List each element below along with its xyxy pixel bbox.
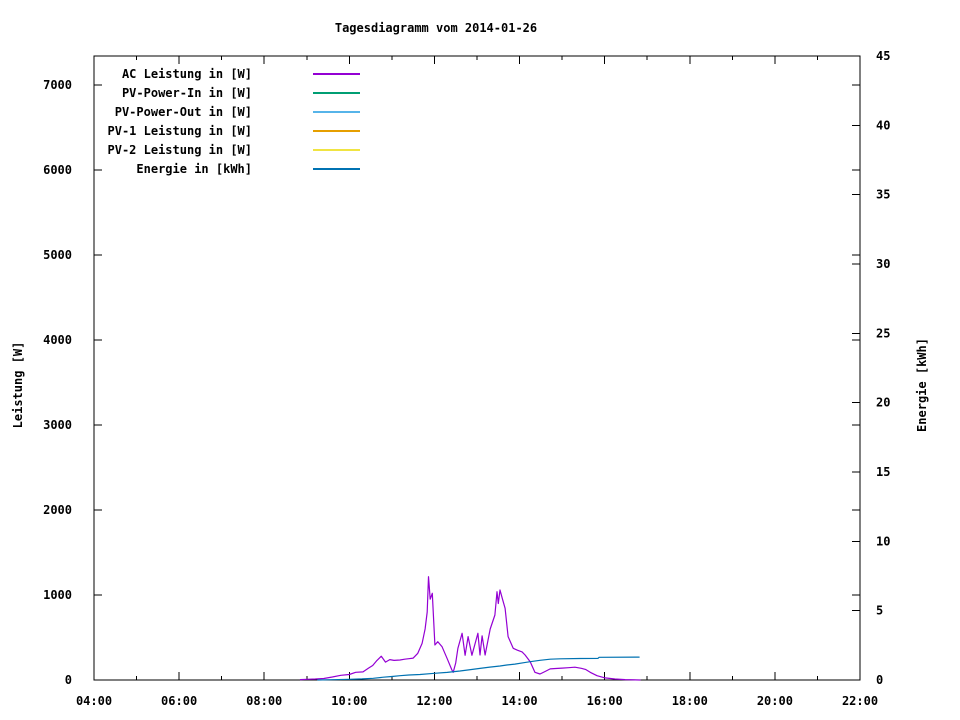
- y-axis-left: 0 1000 2000 3000 4000 5000 6000 7000: [43, 78, 860, 687]
- y-axis-label: Leistung [W]: [11, 342, 25, 429]
- y2-tick-label: 15: [876, 465, 890, 479]
- x-tick-label: 16:00: [587, 694, 623, 708]
- chart-title: Tagesdiagramm vom 2014-01-26: [335, 21, 537, 35]
- y2-tick-label: 10: [876, 534, 890, 548]
- x-tick-label: 06:00: [161, 694, 197, 708]
- legend-label: PV-1 Leistung in [W]: [108, 124, 253, 138]
- x-tick-label: 20:00: [757, 694, 793, 708]
- y2-tick-label: 0: [876, 673, 883, 687]
- legend-item-pv-power-in: PV-Power-In in [W]: [122, 86, 360, 100]
- legend-item-energie: Energie in [kWh]: [136, 162, 360, 176]
- legend-label: PV-Power-In in [W]: [122, 86, 252, 100]
- data-series: [299, 576, 641, 681]
- x-tick-label: 18:00: [672, 694, 708, 708]
- y-tick-label: 6000: [43, 163, 72, 177]
- y-tick-label: 2000: [43, 503, 72, 517]
- x-tick-label: 04:00: [76, 694, 112, 708]
- x-tick-label: 08:00: [246, 694, 282, 708]
- y-tick-label: 7000: [43, 78, 72, 92]
- x-tick-label: 12:00: [416, 694, 452, 708]
- legend-label: PV-Power-Out in [W]: [115, 105, 252, 119]
- legend-label: Energie in [kWh]: [136, 162, 252, 176]
- series-line-energie: [317, 656, 640, 681]
- y2-tick-label: 25: [876, 326, 890, 340]
- y-tick-label: 3000: [43, 418, 72, 432]
- x-axis: 04:00 06:00 08:00 10:00 12:00 14:00 16:00 18:00…: [76, 56, 878, 708]
- y2-tick-label: 5: [876, 604, 883, 618]
- legend: AC Leistung in [W] PV-Power-In in [W] PV-P…: [108, 67, 360, 176]
- series-line-ac-leistung: [299, 576, 641, 681]
- x-tick-label: 14:00: [501, 694, 537, 708]
- legend-label: PV-2 Leistung in [W]: [108, 143, 253, 157]
- x-tick-label: 10:00: [331, 694, 367, 708]
- y-tick-label: 0: [65, 673, 72, 687]
- y2-tick-label: 40: [876, 118, 890, 132]
- legend-item-pv2-leistung: PV-2 Leistung in [W]: [108, 143, 360, 157]
- x-tick-label: 22:00: [842, 694, 878, 708]
- y-tick-label: 1000: [43, 588, 72, 602]
- legend-item-pv-power-out: PV-Power-Out in [W]: [115, 105, 360, 119]
- legend-label: AC Leistung in [W]: [122, 67, 252, 81]
- legend-item-pv1-leistung: PV-1 Leistung in [W]: [108, 124, 360, 138]
- y2-axis-label: Energie [kWh]: [915, 338, 929, 432]
- y2-tick-label: 35: [876, 188, 890, 202]
- y-tick-label: 4000: [43, 333, 72, 347]
- y2-tick-label: 30: [876, 257, 890, 271]
- legend-item-ac-leistung: AC Leistung in [W]: [122, 67, 360, 81]
- y2-tick-label: 45: [876, 49, 890, 63]
- y2-tick-label: 20: [876, 396, 890, 410]
- y-axis-right: 0 5 10 15 20 25 30 35 40 45: [852, 49, 890, 687]
- y-tick-label: 5000: [43, 248, 72, 262]
